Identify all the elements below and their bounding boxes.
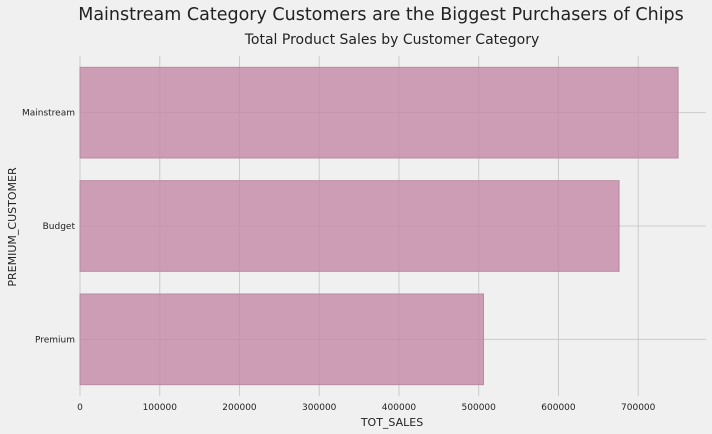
chart-title: Total Product Sales by Customer Category [244, 32, 540, 48]
x-tick-label: 200000 [222, 403, 257, 413]
y-axis-ticks: Mainstream Budget Premium [22, 109, 75, 346]
y-axis-title: PREMIUM_CUSTOMER [6, 167, 19, 287]
x-tick-label: 0 [77, 403, 83, 413]
x-tick-label: 500000 [462, 403, 497, 413]
y-tick-label: Budget [43, 222, 76, 232]
x-axis-ticks: 0 100000 200000 300000 400000 500000 600000 700… [77, 403, 656, 413]
x-tick-label: 100000 [143, 403, 178, 413]
x-tick-label: 600000 [541, 403, 576, 413]
x-axis-title: TOT_SALES [360, 416, 423, 429]
x-tick-label: 300000 [302, 403, 337, 413]
bar-premium [80, 294, 484, 385]
bars [80, 67, 678, 384]
bar-budget [80, 181, 619, 272]
x-tick-label: 700000 [621, 403, 656, 413]
x-tick-label: 400000 [382, 403, 417, 413]
bar-mainstream [80, 67, 678, 158]
y-tick-label: Mainstream [22, 109, 75, 119]
y-tick-label: Premium [35, 335, 75, 345]
